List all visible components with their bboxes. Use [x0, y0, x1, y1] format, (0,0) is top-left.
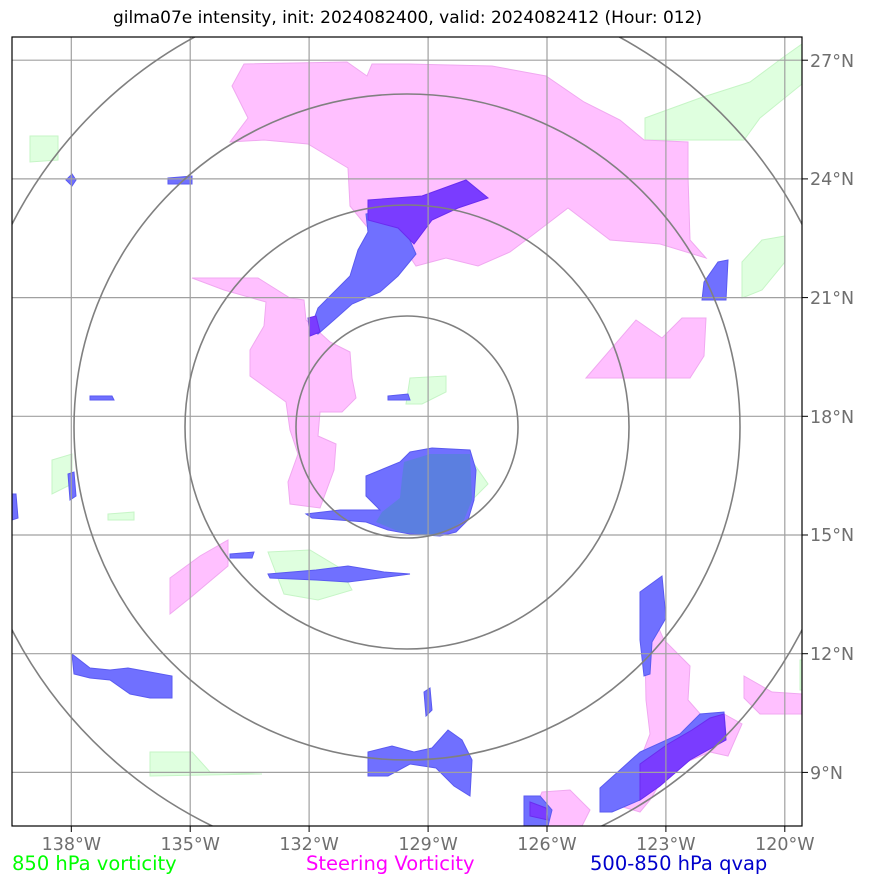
lat-tick-label: 21°N	[810, 289, 854, 309]
steering-vorticity-region	[584, 317, 707, 379]
lon-tick-label: 138°W	[42, 835, 101, 855]
range-ring	[295, 315, 519, 539]
lat-tick-label: 24°N	[810, 170, 854, 190]
vorticity-850-region	[644, 43, 802, 141]
map-layers	[12, 37, 802, 826]
qvap-core-region	[376, 454, 472, 536]
qvap-region	[12, 493, 19, 521]
range-rings	[12, 37, 802, 826]
legend-qvap: 500-850 hPa qvap	[590, 852, 768, 875]
overlap-region	[639, 713, 727, 801]
lon-tick-label: 132°W	[279, 835, 338, 855]
overlap-region	[529, 801, 549, 821]
graticule	[12, 37, 802, 826]
qvap-region	[71, 652, 173, 699]
lat-ticks	[802, 59, 808, 773]
steering-vorticity-regions	[169, 61, 802, 826]
lon-tick-labels: 138°W 135°W 132°W 129°W 126°W 123°W 120°…	[42, 835, 815, 855]
lat-tick-label: 12°N	[810, 645, 854, 665]
vorticity-850-region	[29, 135, 59, 163]
lon-tick-label: 135°W	[160, 835, 219, 855]
range-ring	[184, 204, 630, 650]
vorticity-850-region	[107, 511, 135, 521]
vorticity-850-region	[405, 375, 447, 405]
range-ring	[73, 93, 741, 761]
qvap-regions	[12, 173, 729, 826]
qvap-region	[387, 393, 411, 401]
lon-tick-label: 129°W	[398, 835, 457, 855]
lat-tick-label: 27°N	[810, 52, 854, 72]
qvap-region	[229, 551, 255, 559]
steering-vorticity-region	[228, 61, 708, 267]
lat-tick-label: 15°N	[810, 526, 854, 546]
qvap-region	[309, 205, 417, 335]
legend-850-vorticity: 850 hPa vorticity	[12, 852, 177, 875]
qvap-region	[367, 729, 473, 797]
lat-tick-labels: 9°N 12°N 15°N 18°N 21°N 24°N 27°N	[810, 52, 854, 784]
map-frame	[11, 36, 803, 827]
lon-tick-label: 123°W	[636, 835, 695, 855]
qvap-region	[267, 565, 411, 583]
qvap-region	[67, 471, 77, 501]
qvap-region	[89, 395, 115, 401]
lon-tick-label: 120°W	[755, 835, 814, 855]
lon-tick-label: 126°W	[517, 835, 576, 855]
steering-vorticity-region	[743, 675, 802, 715]
map-title: gilma07e intensity, init: 2024082400, va…	[112, 8, 703, 28]
vorticity-850-region	[741, 235, 786, 299]
lon-ticks	[70, 826, 786, 832]
steering-vorticity-region	[169, 539, 229, 616]
lat-tick-label: 9°N	[810, 764, 843, 784]
qvap-region	[639, 575, 667, 677]
lat-tick-label: 18°N	[810, 408, 854, 428]
legend-steering-vorticity: Steering Vorticity	[306, 852, 475, 875]
